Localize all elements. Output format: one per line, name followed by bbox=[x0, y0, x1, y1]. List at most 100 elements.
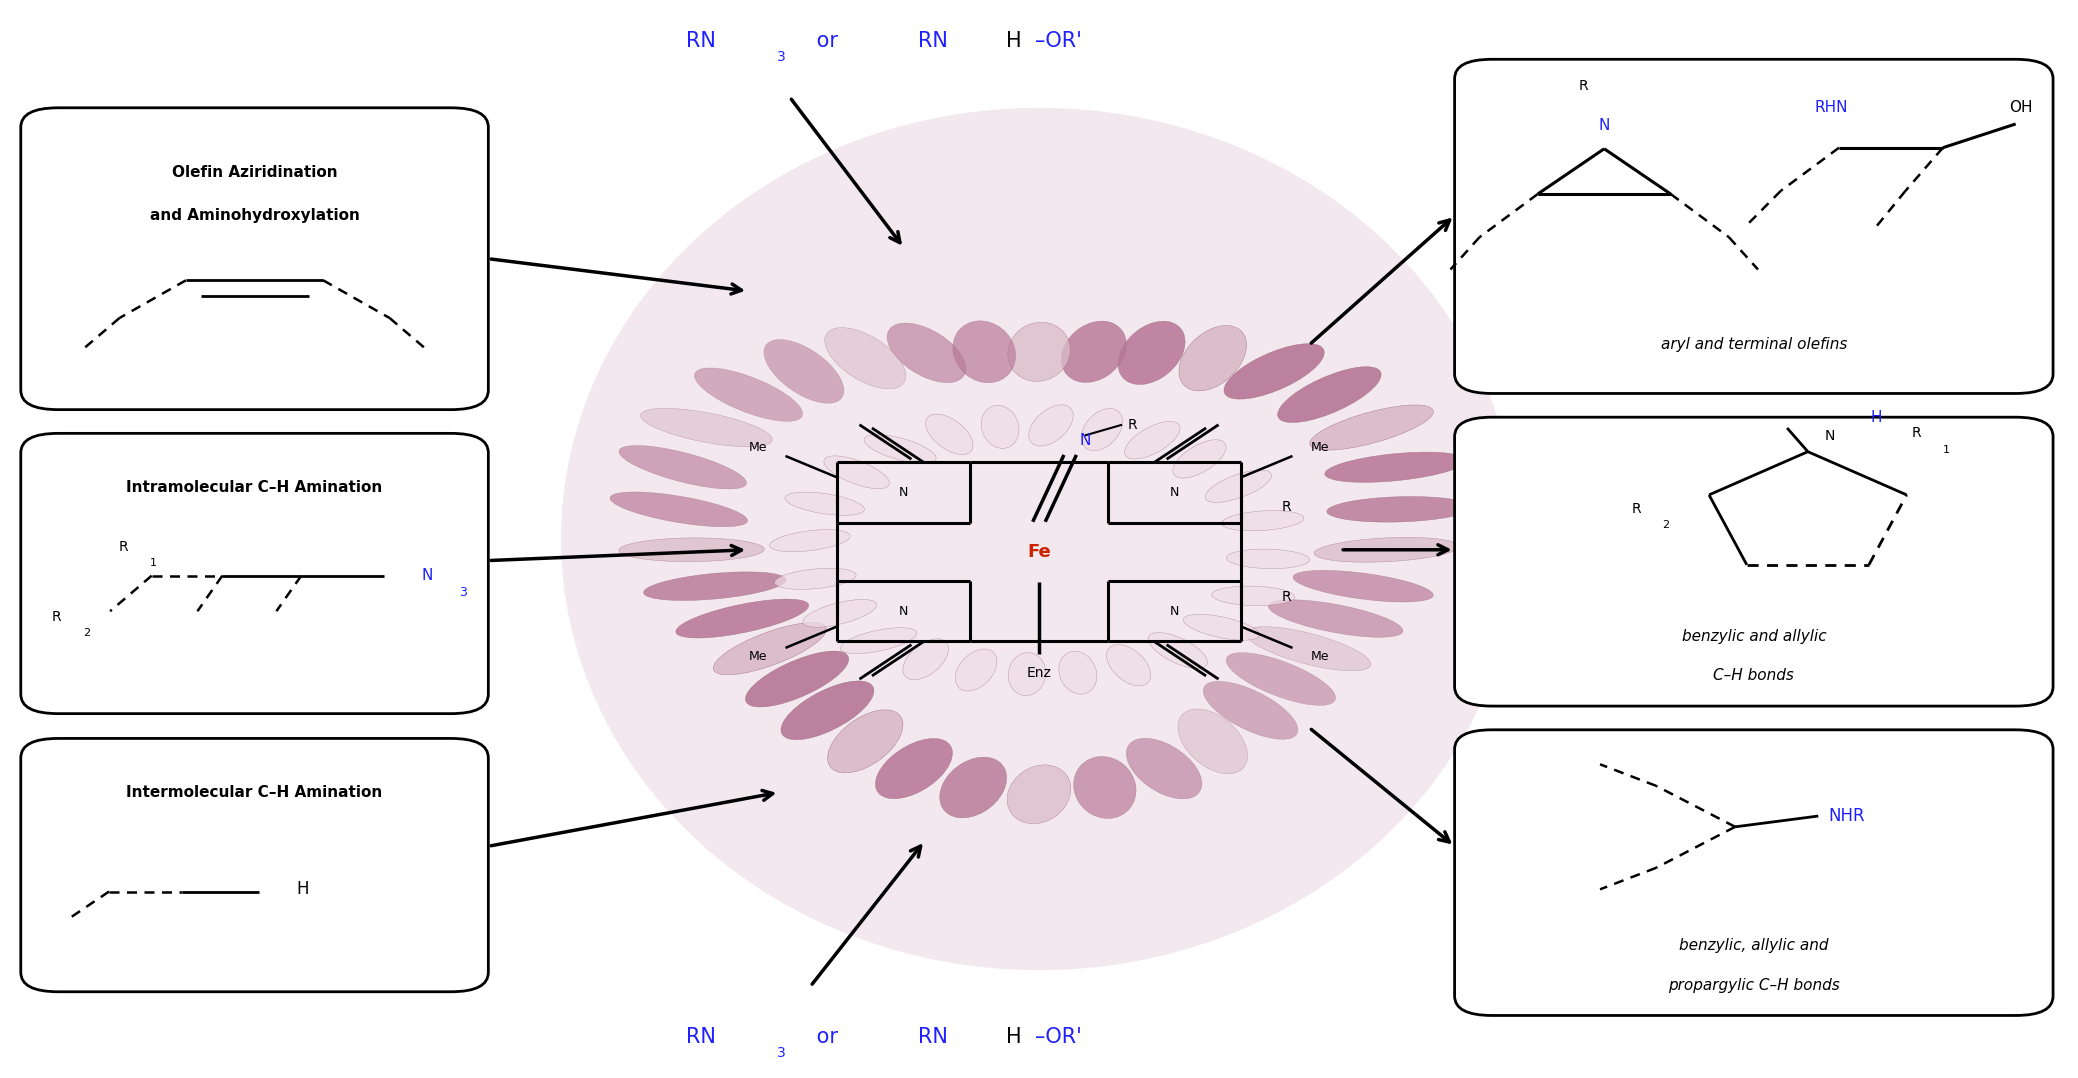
Text: Me: Me bbox=[1311, 650, 1328, 663]
Ellipse shape bbox=[1008, 322, 1070, 382]
Text: 1: 1 bbox=[150, 557, 156, 568]
Ellipse shape bbox=[611, 492, 748, 527]
Text: R: R bbox=[1282, 500, 1290, 513]
Ellipse shape bbox=[765, 340, 844, 403]
Text: 3: 3 bbox=[459, 586, 468, 599]
Ellipse shape bbox=[1060, 651, 1097, 694]
Ellipse shape bbox=[823, 456, 889, 488]
Text: N: N bbox=[1078, 433, 1091, 448]
Ellipse shape bbox=[1178, 709, 1247, 774]
Text: RN: RN bbox=[918, 31, 948, 51]
Text: 3: 3 bbox=[777, 51, 785, 64]
Ellipse shape bbox=[1293, 570, 1434, 602]
Text: RN: RN bbox=[686, 31, 715, 51]
Text: R: R bbox=[1579, 80, 1588, 93]
Text: benzylic and allylic: benzylic and allylic bbox=[1681, 628, 1827, 644]
Text: N: N bbox=[422, 568, 432, 583]
Ellipse shape bbox=[1278, 367, 1382, 423]
Ellipse shape bbox=[619, 538, 765, 562]
Text: and Aminohydroxylation: and Aminohydroxylation bbox=[150, 208, 359, 223]
Text: Olefin Aziridination: Olefin Aziridination bbox=[172, 165, 337, 180]
Ellipse shape bbox=[561, 108, 1517, 970]
Ellipse shape bbox=[925, 414, 973, 455]
Text: RN: RN bbox=[686, 1027, 715, 1047]
Text: Me: Me bbox=[1311, 441, 1328, 454]
Ellipse shape bbox=[694, 368, 802, 421]
FancyBboxPatch shape bbox=[1455, 59, 2053, 393]
Text: H: H bbox=[1006, 31, 1022, 51]
Ellipse shape bbox=[1211, 586, 1295, 606]
Ellipse shape bbox=[1313, 537, 1459, 563]
Ellipse shape bbox=[775, 568, 856, 590]
Ellipse shape bbox=[1062, 321, 1126, 383]
Ellipse shape bbox=[1029, 404, 1072, 446]
Ellipse shape bbox=[939, 757, 1006, 818]
Text: 2: 2 bbox=[83, 627, 89, 638]
Ellipse shape bbox=[1222, 511, 1303, 530]
FancyBboxPatch shape bbox=[1455, 730, 2053, 1015]
Text: Enz: Enz bbox=[1027, 666, 1051, 679]
Ellipse shape bbox=[956, 649, 997, 691]
Text: R: R bbox=[1631, 502, 1642, 515]
Ellipse shape bbox=[1126, 738, 1201, 799]
Ellipse shape bbox=[1326, 452, 1465, 482]
Ellipse shape bbox=[887, 323, 966, 383]
Ellipse shape bbox=[1108, 645, 1151, 686]
Text: Fe: Fe bbox=[1027, 543, 1051, 561]
Text: N: N bbox=[900, 605, 908, 618]
Text: Me: Me bbox=[750, 650, 767, 663]
Ellipse shape bbox=[1172, 440, 1226, 479]
Ellipse shape bbox=[1008, 764, 1070, 824]
Text: R: R bbox=[1282, 591, 1290, 604]
FancyBboxPatch shape bbox=[21, 108, 488, 410]
Ellipse shape bbox=[827, 709, 904, 773]
Text: –OR': –OR' bbox=[1035, 31, 1083, 51]
Ellipse shape bbox=[1118, 321, 1184, 385]
Text: RHN: RHN bbox=[1814, 100, 1847, 115]
Ellipse shape bbox=[1008, 652, 1045, 695]
Ellipse shape bbox=[1081, 409, 1122, 451]
Ellipse shape bbox=[746, 651, 848, 707]
Ellipse shape bbox=[1149, 633, 1207, 668]
Text: NHR: NHR bbox=[1829, 807, 1866, 825]
Text: H: H bbox=[297, 881, 310, 898]
Text: R: R bbox=[1912, 427, 1922, 440]
Ellipse shape bbox=[840, 627, 916, 653]
Ellipse shape bbox=[875, 738, 952, 799]
Ellipse shape bbox=[1328, 497, 1471, 522]
Ellipse shape bbox=[1268, 599, 1403, 637]
Text: 2: 2 bbox=[1662, 520, 1669, 530]
Ellipse shape bbox=[1224, 344, 1324, 399]
FancyBboxPatch shape bbox=[21, 433, 488, 714]
Ellipse shape bbox=[1245, 626, 1371, 671]
FancyBboxPatch shape bbox=[21, 738, 488, 992]
Ellipse shape bbox=[1124, 421, 1180, 459]
Ellipse shape bbox=[1205, 470, 1272, 502]
Text: N: N bbox=[1170, 605, 1178, 618]
Ellipse shape bbox=[904, 639, 948, 680]
Text: N: N bbox=[1170, 486, 1178, 499]
Ellipse shape bbox=[1074, 757, 1137, 818]
Text: 1: 1 bbox=[1943, 444, 1949, 455]
Text: OH: OH bbox=[2009, 100, 2032, 115]
Ellipse shape bbox=[1309, 405, 1434, 451]
Text: benzylic, allylic and: benzylic, allylic and bbox=[1679, 938, 1829, 953]
Text: 3: 3 bbox=[777, 1047, 785, 1060]
Ellipse shape bbox=[675, 599, 808, 638]
Text: R: R bbox=[1128, 418, 1137, 431]
Text: C–H bonds: C–H bonds bbox=[1714, 668, 1793, 683]
Text: R: R bbox=[52, 610, 62, 623]
Text: propargylic C–H bonds: propargylic C–H bonds bbox=[1669, 978, 1839, 993]
Ellipse shape bbox=[640, 409, 773, 446]
Ellipse shape bbox=[781, 681, 875, 740]
Ellipse shape bbox=[981, 405, 1018, 448]
Text: Me: Me bbox=[750, 441, 767, 454]
Ellipse shape bbox=[713, 623, 827, 675]
Ellipse shape bbox=[1182, 614, 1259, 640]
Text: N: N bbox=[1598, 118, 1610, 133]
Text: –OR': –OR' bbox=[1035, 1027, 1083, 1047]
Ellipse shape bbox=[864, 434, 937, 464]
Text: H: H bbox=[1006, 1027, 1022, 1047]
Ellipse shape bbox=[1203, 681, 1299, 740]
Ellipse shape bbox=[644, 571, 785, 600]
